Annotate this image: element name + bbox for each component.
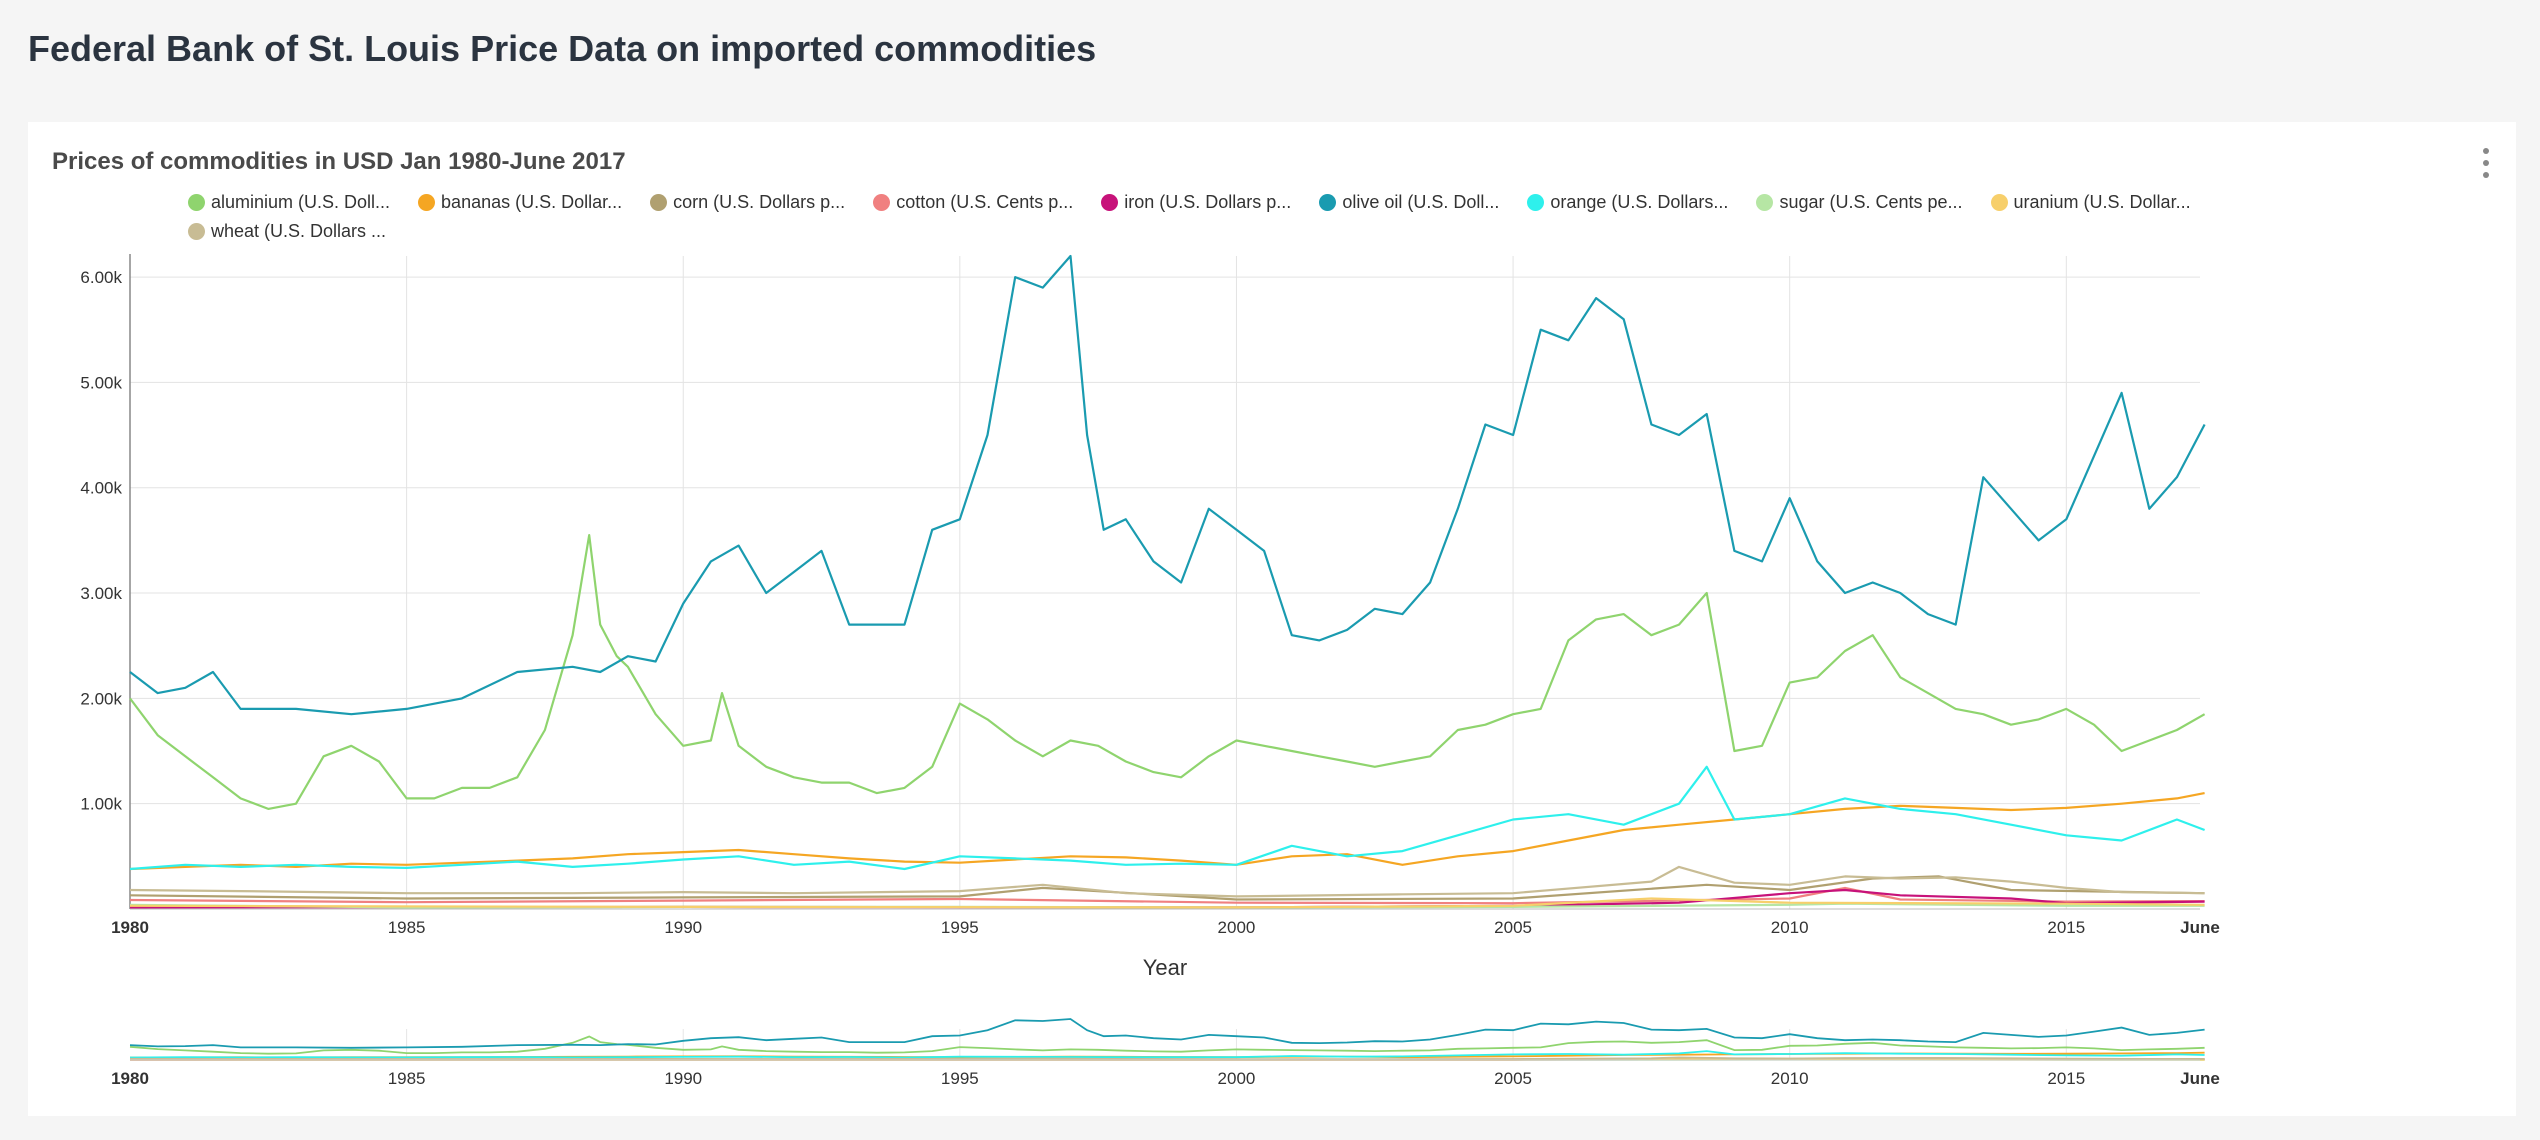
range-x-tick-label: 2005 bbox=[1494, 1069, 1532, 1088]
legend-swatch bbox=[1527, 194, 1545, 211]
legend-item[interactable]: uranium (U.S. Dollar... bbox=[1990, 192, 2191, 213]
range-x-tick-label: 1985 bbox=[388, 1069, 426, 1088]
legend-label: orange (U.S. Dollars... bbox=[1550, 192, 1729, 212]
range-series-line bbox=[129, 1056, 2205, 1061]
legend-label: wheat (U.S. Dollars ... bbox=[211, 221, 387, 241]
y-tick-label: 5.00k bbox=[80, 373, 122, 392]
y-tick-label: 4.00k bbox=[80, 479, 122, 498]
legend-item[interactable]: olive oil (U.S. Doll... bbox=[1319, 192, 1499, 213]
series-line[interactable] bbox=[129, 897, 2205, 909]
series-line[interactable] bbox=[129, 886, 2205, 905]
main-x-tick-label: 1980 bbox=[111, 918, 149, 937]
legend-item[interactable]: iron (U.S. Dollars p... bbox=[1101, 192, 1291, 213]
y-tick-label: 3.00k bbox=[80, 584, 122, 603]
legend-swatch bbox=[1319, 194, 1337, 211]
page-title: Federal Bank of St. Louis Price Data on … bbox=[28, 28, 1097, 69]
x-axis-title: Year bbox=[1143, 955, 1187, 980]
legend-swatch bbox=[873, 194, 891, 211]
legend-item[interactable]: orange (U.S. Dollars... bbox=[1527, 192, 1728, 213]
legend-swatch bbox=[650, 194, 668, 211]
range-series-line bbox=[129, 1018, 2205, 1049]
range-x-tick-label: 1980 bbox=[111, 1069, 149, 1088]
legend-label: aluminium (U.S. Doll... bbox=[211, 192, 391, 212]
main-x-tick-label: 1990 bbox=[664, 918, 702, 937]
range-x-tick-label: June bbox=[2180, 1069, 2220, 1088]
legend-label: corn (U.S. Dollars p... bbox=[673, 192, 846, 212]
series-line[interactable] bbox=[129, 792, 2205, 871]
legend-swatch bbox=[188, 194, 205, 211]
legend-item[interactable]: cotton (U.S. Cents p... bbox=[873, 192, 1073, 213]
plot-area bbox=[129, 254, 2206, 909]
main-x-tick-label: 1985 bbox=[388, 918, 426, 937]
range-series-line bbox=[129, 1050, 2205, 1059]
chart-svg: 1.00k 2.00k 3.00k 4.00k 5.00k 6.00k 1980 1985 19… bbox=[80, 254, 2220, 1088]
y-tick-label: 6.00k bbox=[80, 268, 122, 287]
main-x-tick-label: 2015 bbox=[2047, 918, 2085, 937]
range-x-tick-label: 1995 bbox=[941, 1069, 979, 1088]
range-series-line bbox=[129, 1035, 2205, 1055]
y-tick-label: 1.00k bbox=[80, 795, 122, 814]
legend-swatch bbox=[1756, 194, 1774, 211]
series-line[interactable] bbox=[129, 254, 2206, 716]
y-tick-label: 2.00k bbox=[80, 689, 122, 708]
range-x-tick-label: 2010 bbox=[1771, 1069, 1809, 1088]
legend-label: bananas (U.S. Dollar... bbox=[441, 192, 623, 212]
series-line[interactable] bbox=[129, 865, 2205, 898]
legend-item[interactable]: wheat (U.S. Dollars ... bbox=[188, 221, 386, 242]
main-x-tick-label: 2000 bbox=[1218, 918, 1256, 937]
range-x-tick-label: 2000 bbox=[1218, 1069, 1256, 1088]
legend-item[interactable]: bananas (U.S. Dollar... bbox=[418, 192, 622, 213]
range-x-tick-label: 2015 bbox=[2047, 1069, 2085, 1088]
legend-item[interactable]: corn (U.S. Dollars p... bbox=[650, 192, 845, 213]
main-x-tick-label: June bbox=[2180, 918, 2220, 937]
legend-label: cotton (U.S. Cents p... bbox=[896, 192, 1074, 212]
legend-item[interactable]: sugar (U.S. Cents pe... bbox=[1756, 192, 1963, 213]
legend-label: uranium (U.S. Dollar... bbox=[2013, 192, 2191, 212]
main-x-tick-label: 2005 bbox=[1494, 918, 1532, 937]
range-selector[interactable] bbox=[129, 1018, 2205, 1061]
series-line[interactable] bbox=[129, 875, 2205, 901]
main-x-tick-label: 1995 bbox=[941, 918, 979, 937]
more-vertical-icon[interactable] bbox=[2476, 148, 2496, 178]
range-x-tick-label: 1990 bbox=[664, 1069, 702, 1088]
chart-title: Prices of commodities in USD Jan 1980-Ju… bbox=[52, 148, 626, 175]
legend-item[interactable]: aluminium (U.S. Doll... bbox=[188, 192, 390, 213]
legend-swatch bbox=[1990, 194, 2008, 211]
legend-swatch bbox=[1101, 194, 1119, 211]
series-line[interactable] bbox=[129, 765, 2205, 871]
chart-card: Prices of commodities in USD Jan 1980-Ju… bbox=[28, 122, 2516, 1116]
legend-swatch bbox=[188, 223, 205, 240]
main-x-tick-label: 2010 bbox=[1771, 918, 1809, 937]
legend-swatch bbox=[418, 194, 436, 211]
legend-label: iron (U.S. Dollars p... bbox=[1124, 192, 1292, 212]
legend-label: sugar (U.S. Cents pe... bbox=[1779, 192, 1963, 212]
legend-label: olive oil (U.S. Doll... bbox=[1342, 192, 1500, 212]
series-line[interactable] bbox=[129, 534, 2206, 811]
chart-legend: aluminium (U.S. Doll... bananas (U.S. Dol… bbox=[188, 192, 2308, 242]
